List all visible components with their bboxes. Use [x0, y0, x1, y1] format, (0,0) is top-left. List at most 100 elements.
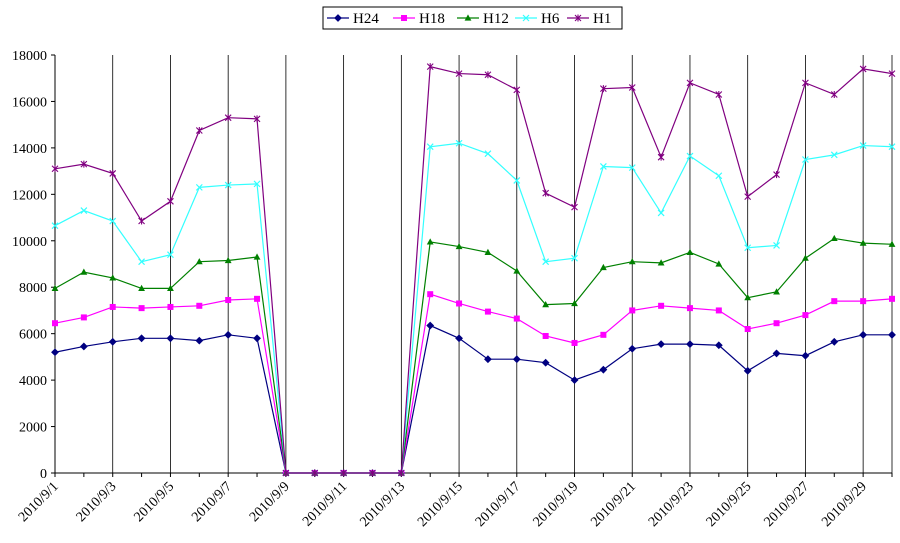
data-point [455, 242, 463, 250]
data-point [455, 139, 463, 147]
data-point [657, 209, 665, 217]
data-point [484, 308, 491, 315]
axes [54, 55, 892, 474]
data-point [888, 330, 896, 339]
data-point [513, 267, 521, 274]
data-point [195, 126, 203, 134]
data-point [744, 326, 751, 333]
data-point [334, 14, 342, 22]
data-point [80, 268, 88, 275]
data-point [888, 240, 896, 247]
data-point [715, 307, 722, 314]
legend-label: H6 [541, 11, 560, 27]
y-tick-label: 18000 [12, 49, 47, 64]
x-tick-label: 2010/9/13 [357, 479, 408, 530]
y-tick-label: 10000 [12, 235, 47, 250]
data-point [744, 193, 752, 201]
data-point [254, 295, 261, 302]
data-point [109, 303, 116, 310]
data-point [628, 344, 637, 353]
data-point [859, 142, 867, 149]
data-point [340, 469, 348, 477]
x-tick-label: 2010/9/3 [74, 479, 120, 525]
data-point [571, 254, 578, 262]
x-tick-label: 2010/9/25 [704, 479, 755, 530]
data-point [311, 469, 319, 477]
data-point [657, 259, 665, 266]
data-point [455, 70, 463, 78]
series-group [51, 63, 896, 477]
data-point [484, 150, 492, 158]
data-point [599, 85, 607, 93]
data-point [79, 342, 88, 351]
data-point [773, 171, 780, 179]
series-h18 [52, 291, 895, 476]
data-point [253, 115, 261, 123]
data-point [522, 14, 530, 22]
data-point [600, 331, 607, 338]
data-point [802, 254, 809, 261]
y-tick-label: 0 [40, 467, 47, 482]
data-point [426, 321, 435, 330]
data-point [484, 355, 492, 364]
series-line-h18 [54, 293, 893, 474]
x-tick-label: 2010/9/21 [588, 479, 639, 530]
legend-item-h18: H18 [393, 11, 445, 27]
data-point [138, 284, 145, 291]
data-point [744, 294, 752, 301]
data-point [253, 334, 261, 343]
x-tick-label: 2010/9/15 [415, 479, 466, 530]
data-point [52, 320, 58, 327]
y-tick-label: 8000 [19, 281, 47, 296]
data-point [369, 469, 376, 477]
x-tick-label: 2010/9/27 [761, 479, 812, 530]
data-point [715, 260, 723, 267]
data-point [628, 258, 636, 265]
data-point [657, 153, 665, 161]
series-h1 [51, 63, 896, 477]
data-point [253, 253, 261, 260]
data-point [889, 295, 895, 302]
data-point [196, 302, 203, 309]
series-line-h24 [54, 324, 892, 474]
x-tick-label: 2010/9/1 [16, 479, 62, 525]
data-point [773, 320, 780, 327]
data-point [888, 70, 896, 78]
y-tick-label: 2000 [19, 421, 47, 436]
legend-item-h6: H6 [515, 11, 560, 27]
y-tick-label: 4000 [19, 374, 47, 389]
data-point [574, 14, 582, 22]
data-point [512, 355, 521, 364]
data-point [571, 299, 578, 307]
data-point [599, 263, 607, 271]
data-point [888, 143, 896, 151]
data-point [426, 238, 434, 245]
y-tick-label: 6000 [19, 328, 47, 343]
x-tick-label: 2010/9/19 [531, 479, 582, 530]
legend-item-h24: H24 [327, 11, 379, 27]
data-point [542, 332, 549, 339]
data-point [686, 305, 693, 312]
data-point [570, 376, 579, 385]
legend-item-h1: H1 [567, 11, 611, 27]
data-point [830, 234, 838, 242]
data-point [802, 312, 809, 319]
series-h24 [51, 321, 896, 477]
x-tick-label: 2010/9/29 [819, 479, 870, 530]
data-point [859, 239, 867, 246]
series-h12 [51, 234, 896, 476]
data-point [513, 86, 521, 94]
data-point [628, 84, 636, 92]
x-tick-label: 2010/9/9 [247, 479, 293, 525]
data-point [802, 79, 809, 87]
x-tick-label: 2010/9/5 [131, 479, 177, 525]
series-line-h1 [54, 65, 893, 474]
data-point [109, 169, 117, 177]
x-axis-ticks: 2010/9/1 2010/9/3 2010/9/5 2010/9/7 2010/9/9… [16, 473, 893, 530]
data-point [167, 284, 174, 291]
data-point [542, 258, 550, 266]
data-point [831, 298, 838, 305]
data-point [427, 291, 434, 298]
